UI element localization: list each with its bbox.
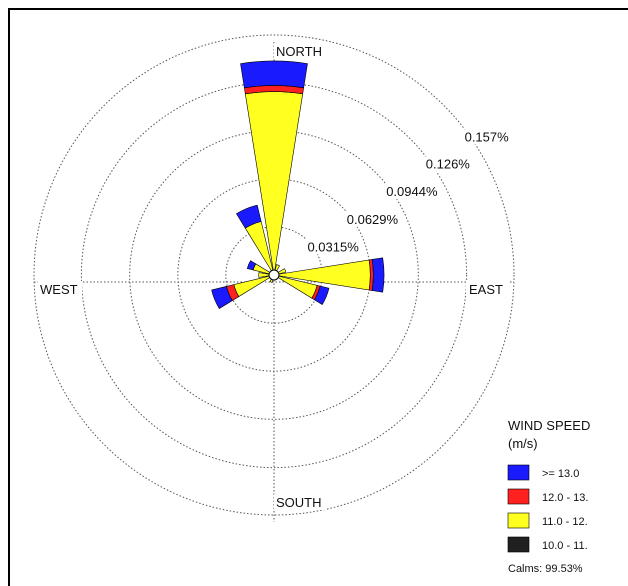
legend-unit: (m/s)	[508, 436, 538, 451]
legend-label-2: 12.0 - 13.	[542, 492, 588, 504]
petal-dir-247.5-bin-2	[233, 274, 274, 297]
center-calm-circle	[268, 269, 280, 281]
frame-top-border	[8, 8, 628, 10]
ring-label-1: 0.0315%	[307, 239, 359, 254]
east-label: EAST	[469, 282, 503, 297]
ring-label-3: 0.0944%	[386, 184, 438, 199]
ring-label-bg-2	[344, 211, 401, 227]
ring-label-bg-4	[423, 156, 473, 172]
grid-ring-5	[33, 34, 515, 516]
petal-dir-90-bin-2	[275, 259, 371, 291]
north-label-bg	[274, 43, 324, 59]
east-label-bg	[466, 281, 510, 297]
ring-labels: 0.0315% 0.0629% 0.0944% 0.126% 0.157%	[305, 129, 511, 255]
ring-label-bg-3	[384, 184, 441, 200]
petal-dir-0-bin-2	[244, 91, 304, 276]
legend-label-4: 10.0 - 11.	[542, 540, 588, 552]
north-label: NORTH	[276, 44, 322, 59]
legend: WIND SPEED (m/s) >= 13.0 12.0 - 13. 11.0 -…	[507, 418, 590, 575]
ring-label-bg-5	[462, 129, 511, 145]
south-label: SOUTH	[276, 495, 322, 510]
south-label-bg	[274, 494, 326, 510]
ring-label-2: 0.0629%	[347, 212, 399, 227]
petal-dir-247.5-bin-0	[211, 286, 233, 309]
ring-label-5: 0.157%	[465, 129, 510, 144]
petal-dir-292.5-bin-0	[246, 260, 257, 271]
wind-petals	[211, 60, 385, 309]
legend-title: WIND SPEED	[508, 418, 590, 433]
west-label-bg	[38, 281, 82, 297]
legend-swatch-4	[507, 536, 530, 553]
petal-dir-112.5-bin-0	[313, 285, 330, 305]
legend-swatch-3	[507, 512, 530, 529]
west-label: WEST	[40, 282, 78, 297]
legend-label-1: >= 13.0	[542, 468, 579, 480]
ring-label-bg-1	[305, 239, 362, 255]
ring-label-4: 0.126%	[426, 157, 471, 172]
legend-label-3: 11.0 - 12.	[542, 516, 588, 528]
petal-dir-0-bin-0	[240, 60, 308, 89]
legend-swatch-2	[507, 488, 530, 505]
petal-dir-337.5-bin-0	[236, 204, 262, 229]
frame-left-border	[8, 8, 10, 586]
legend-calms: Calms: 99.53%	[508, 563, 583, 575]
legend-items: >= 13.0 12.0 - 13. 11.0 - 12. 10.0 - 11.	[507, 464, 588, 553]
petal-dir-90-bin-0	[371, 257, 385, 293]
legend-swatch-1	[507, 464, 530, 481]
